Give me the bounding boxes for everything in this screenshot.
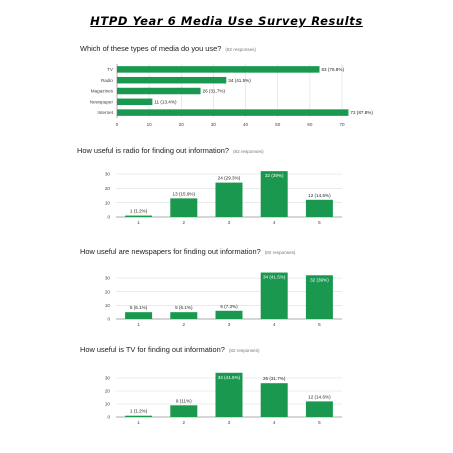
newspaper-usefulness-chart: How useful are newspapers for finding ou… — [80, 247, 342, 327]
data-label: 26 (31.7%) — [203, 89, 226, 94]
y-tick-label: Newspaper — [90, 99, 114, 104]
data-label: 72 (87.8%) — [350, 110, 373, 115]
bar — [117, 109, 349, 116]
data-label: 63 (76.8%) — [322, 67, 345, 72]
y-tick-label: Magazines — [91, 89, 114, 94]
chart-response-count: (82 responses) — [265, 250, 296, 255]
chart-response-count: (82 responses) — [233, 149, 264, 154]
data-label: 6 (7.3%) — [220, 304, 238, 309]
y-tick-label: 10 — [105, 200, 111, 205]
y-tick-label: 30 — [105, 376, 111, 381]
bar — [125, 415, 153, 417]
x-tick-label: 50 — [275, 122, 281, 127]
bar — [215, 182, 243, 217]
chart-question: How useful are newspapers for finding ou… — [80, 247, 261, 256]
data-label: 34 (41.5%) — [218, 375, 241, 380]
data-label: 12 (14.6%) — [308, 394, 331, 399]
y-tick-label: 10 — [105, 402, 111, 407]
y-tick-label: 0 — [107, 215, 110, 220]
bar — [170, 312, 198, 319]
data-label: 34 (41.5%) — [228, 78, 251, 83]
x-tick-label: 40 — [243, 122, 249, 127]
radio-usefulness-chart: How useful is radio for finding out info… — [77, 146, 342, 225]
bar — [170, 405, 198, 417]
data-label: 1 (1.2%) — [130, 209, 148, 214]
data-label: 9 (11%) — [176, 398, 192, 403]
bar — [215, 372, 243, 417]
y-tick-label: 30 — [105, 276, 111, 281]
x-tick-label: 4 — [273, 322, 276, 327]
y-tick-label: TV — [107, 67, 114, 72]
data-label: 13 (15.9%) — [173, 191, 196, 196]
media-use-chart: Which of these types of media do you use… — [80, 44, 373, 127]
x-tick-label: 1 — [137, 420, 140, 425]
data-label: 1 (1.2%) — [130, 409, 148, 414]
y-tick-label: Internet — [97, 110, 113, 115]
y-tick-label: 20 — [105, 389, 111, 394]
bar — [260, 272, 288, 319]
chart-response-count: (82 responses) — [225, 47, 256, 52]
x-tick-label: 0 — [116, 122, 119, 127]
bar — [117, 98, 153, 106]
y-tick-label: 10 — [105, 303, 111, 308]
y-tick-label: 20 — [105, 289, 111, 294]
x-tick-label: 1 — [137, 322, 140, 327]
bar — [260, 171, 288, 217]
y-tick-label: 20 — [105, 186, 111, 191]
bar — [117, 76, 227, 84]
x-tick-label: 2 — [183, 220, 186, 225]
x-tick-label: 1 — [137, 220, 140, 225]
bar — [117, 87, 201, 95]
x-tick-label: 60 — [307, 122, 313, 127]
y-tick-label: 30 — [105, 172, 111, 177]
x-tick-label: 70 — [339, 122, 345, 127]
data-label: 26 (31.7%) — [263, 376, 286, 381]
bar — [305, 199, 333, 217]
x-tick-label: 5 — [318, 322, 321, 327]
x-tick-label: 5 — [318, 220, 321, 225]
chart-question: How useful is TV for finding out informa… — [80, 345, 225, 354]
y-tick-label: Radio — [101, 78, 113, 83]
x-tick-label: 3 — [228, 220, 231, 225]
bar — [305, 275, 333, 319]
bar — [260, 383, 288, 417]
bar — [125, 215, 153, 217]
x-tick-label: 3 — [228, 420, 231, 425]
x-tick-label: 2 — [183, 322, 186, 327]
data-label: 32 (39%) — [265, 173, 284, 178]
chart-response-count: (82 responses) — [229, 348, 260, 353]
x-tick-label: 3 — [228, 322, 231, 327]
x-tick-label: 10 — [147, 122, 153, 127]
data-label: 5 (6.1%) — [175, 305, 193, 310]
data-label: 34 (41.5%) — [263, 275, 286, 280]
page-title: HTPD Year 6 Media Use Survey Results — [90, 14, 363, 28]
data-label: 11 (13.4%) — [154, 99, 177, 104]
tv-usefulness-chart: How useful is TV for finding out informa… — [80, 345, 342, 425]
bar — [215, 310, 243, 319]
data-label: 12 (14.6%) — [308, 193, 331, 198]
bar — [125, 312, 153, 319]
x-tick-label: 4 — [273, 220, 276, 225]
bar — [305, 401, 333, 417]
data-label: 5 (6.1%) — [130, 305, 148, 310]
x-tick-label: 2 — [183, 420, 186, 425]
y-tick-label: 0 — [107, 317, 110, 322]
y-tick-label: 0 — [107, 415, 110, 420]
data-label: 32 (39%) — [310, 277, 329, 282]
x-tick-label: 4 — [273, 420, 276, 425]
data-label: 24 (29.3%) — [218, 176, 241, 181]
chart-question: How useful is radio for finding out info… — [77, 146, 229, 155]
chart-question: Which of these types of media do you use… — [80, 44, 221, 53]
x-tick-label: 20 — [179, 122, 185, 127]
bar — [117, 66, 320, 73]
x-tick-label: 30 — [211, 122, 217, 127]
x-tick-label: 5 — [318, 420, 321, 425]
bar — [170, 198, 198, 217]
